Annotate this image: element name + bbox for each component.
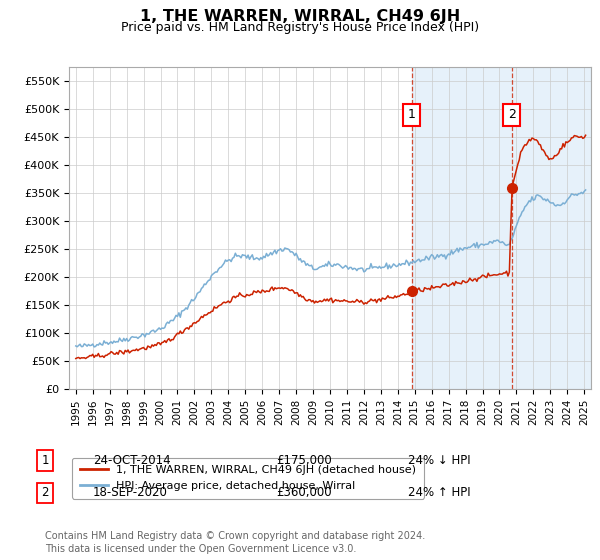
Text: 24% ↑ HPI: 24% ↑ HPI [408, 486, 470, 500]
Text: 2: 2 [508, 108, 515, 122]
Legend: 1, THE WARREN, WIRRAL, CH49 6JH (detached house), HPI: Average price, detached h: 1, THE WARREN, WIRRAL, CH49 6JH (detache… [72, 458, 424, 498]
Text: 18-SEP-2020: 18-SEP-2020 [93, 486, 168, 500]
Text: 1: 1 [41, 454, 49, 467]
Text: 24-OCT-2014: 24-OCT-2014 [93, 454, 170, 467]
Text: 24% ↓ HPI: 24% ↓ HPI [408, 454, 470, 467]
Text: 1, THE WARREN, WIRRAL, CH49 6JH: 1, THE WARREN, WIRRAL, CH49 6JH [140, 9, 460, 24]
Text: Contains HM Land Registry data © Crown copyright and database right 2024.
This d: Contains HM Land Registry data © Crown c… [45, 531, 425, 554]
Text: £360,000: £360,000 [276, 486, 332, 500]
Bar [412, 67, 591, 389]
Text: 2: 2 [41, 486, 49, 500]
Text: £175,000: £175,000 [276, 454, 332, 467]
Text: Price paid vs. HM Land Registry's House Price Index (HPI): Price paid vs. HM Land Registry's House … [121, 21, 479, 34]
Text: 1: 1 [408, 108, 416, 122]
